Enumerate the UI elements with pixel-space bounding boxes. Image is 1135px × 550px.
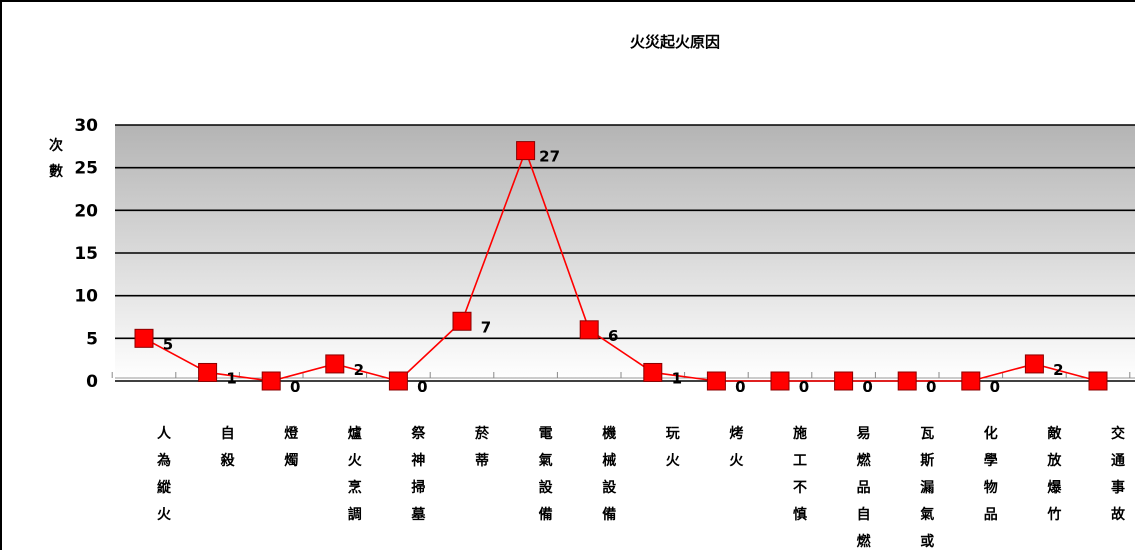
y-tick-label: 0 <box>86 372 98 392</box>
x-category-label: 瓦斯漏氣或 <box>920 426 934 550</box>
data-point-marker <box>706 371 726 391</box>
x-category-label: 菸蒂 <box>475 425 490 469</box>
y-tick-label: 30 <box>74 116 98 136</box>
x-axis-categories: 人為縱火 自殺 燈燭 爐火烹調 祭神掃墓 菸蒂 電氣設備 機械設備 玩火 烤火 施工不慎 易燃品自燃 瓦… <box>156 425 1126 550</box>
data-label: 0 <box>926 378 936 396</box>
data-label: 0 <box>990 378 1000 396</box>
y-tick-label: 20 <box>74 201 98 221</box>
data-point-marker <box>834 371 854 391</box>
data-point-marker <box>1088 371 1108 391</box>
data-label: 6 <box>608 327 618 345</box>
data-label: 1 <box>672 369 682 387</box>
x-category-label: 人為縱火 <box>156 425 172 523</box>
x-category-label: 施工不慎 <box>793 425 807 523</box>
x-category-label: 化學物品 <box>984 425 998 523</box>
x-category-label: 交通事故 <box>1111 425 1126 523</box>
x-category-label: 燈燭 <box>284 425 299 469</box>
data-point-marker <box>643 362 663 382</box>
data-point-marker <box>452 311 472 331</box>
data-label: 5 <box>163 335 173 353</box>
x-category-label: 玩火 <box>666 426 681 469</box>
data-label: 0 <box>799 378 809 396</box>
data-label: 1 <box>226 369 236 387</box>
y-axis-label-char: 數 <box>49 163 63 180</box>
data-label: 0 <box>862 378 872 396</box>
data-label: 0 <box>735 378 745 396</box>
x-category-label: 電氣設備 <box>539 425 554 523</box>
data-label: 7 <box>481 318 491 336</box>
y-axis-label: 次數 <box>49 137 63 180</box>
y-tick-label: 5 <box>86 329 98 349</box>
series-markers <box>134 141 1108 391</box>
x-category-label: 祭神掃墓 <box>410 425 426 523</box>
x-category-label: 自殺 <box>220 425 236 469</box>
y-tick-label: 15 <box>74 244 98 264</box>
y-tick-label: 25 <box>74 159 98 179</box>
x-category-label: 爐火烹調 <box>348 425 363 523</box>
x-category-label: 烤火 <box>729 425 744 469</box>
data-point-marker <box>579 320 599 340</box>
series-line-path <box>143 148 1099 382</box>
data-label: 27 <box>539 148 560 166</box>
y-axis-ticks: 0 5 10 15 20 25 30 <box>74 116 98 392</box>
data-point-marker <box>770 371 790 391</box>
x-category-label: 機械設備 <box>602 425 617 523</box>
chart-title: 火災起火原因 <box>630 33 720 51</box>
x-category-label: 易燃品自燃 <box>857 426 872 550</box>
data-label: 2 <box>354 361 364 379</box>
data-labels: 5 1 0 2 0 7 27 6 1 0 0 0 0 0 2 <box>163 148 1064 396</box>
data-point-marker <box>198 362 218 382</box>
data-label: 0 <box>417 378 427 396</box>
data-point-marker <box>961 371 981 391</box>
data-point-marker <box>261 371 281 391</box>
data-point-marker <box>1024 354 1044 374</box>
x-category-label: 敵放爆竹 <box>1046 425 1062 523</box>
series-line <box>143 148 1099 382</box>
data-point-marker <box>325 354 345 374</box>
data-point-marker <box>897 371 917 391</box>
y-axis-label-char: 次 <box>49 137 63 154</box>
data-point-marker <box>388 371 408 391</box>
data-point-marker <box>134 328 154 348</box>
data-label: 0 <box>290 378 300 396</box>
data-point-marker <box>516 141 536 161</box>
data-label: 2 <box>1053 361 1063 379</box>
y-tick-label: 10 <box>74 287 98 307</box>
